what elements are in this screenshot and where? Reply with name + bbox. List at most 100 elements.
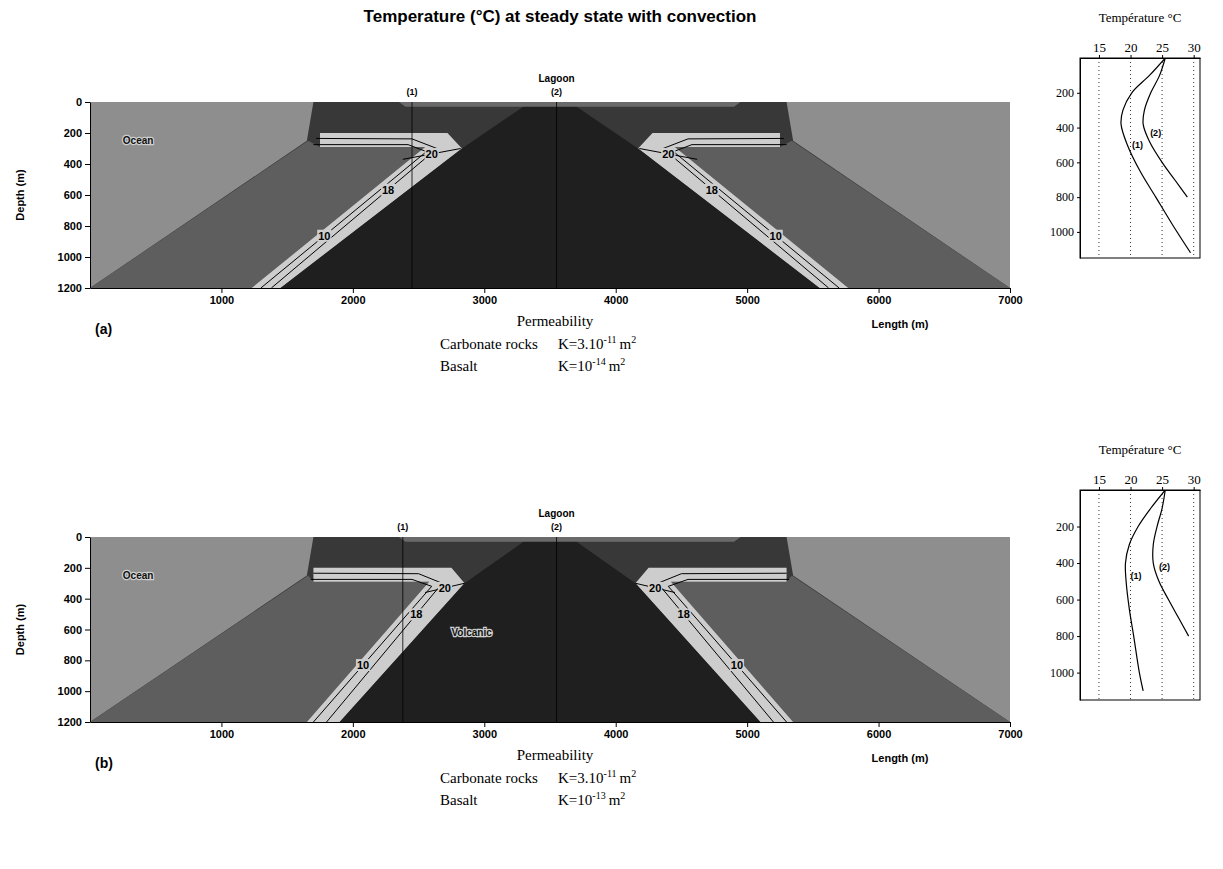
tick-label: 3000 xyxy=(473,294,497,306)
tick: 25 xyxy=(1156,40,1169,58)
isotherm-label-group: 18 xyxy=(677,608,691,620)
plot-area xyxy=(1125,490,1188,691)
tick: 2000 xyxy=(341,288,365,306)
frame xyxy=(1080,58,1200,258)
k-unit-exponent: 2 xyxy=(620,356,625,367)
tick-label: 1200 xyxy=(58,282,82,294)
permeability-value: K=3.10-11m2 xyxy=(558,768,636,786)
isotherm-label: 18 xyxy=(382,184,394,196)
isotherm-label-group: 18 xyxy=(381,184,395,196)
rock-name: Basalt xyxy=(440,358,478,374)
axis-line xyxy=(91,288,1011,289)
k-value: K=10 xyxy=(558,792,592,808)
label-patch xyxy=(425,148,439,160)
tick: 800 xyxy=(1056,190,1080,204)
tick-label: 1000 xyxy=(210,294,234,306)
tick-mark xyxy=(353,288,354,293)
tick-label: 1000 xyxy=(58,251,82,263)
axis-line xyxy=(1081,58,1201,59)
tick-label: 4000 xyxy=(604,728,628,740)
label-patch xyxy=(769,230,783,242)
profile-curve xyxy=(1153,490,1189,636)
isotherm xyxy=(403,149,461,160)
isotherm xyxy=(261,145,427,288)
tick-label: 400 xyxy=(1056,556,1074,570)
x-axis: 1000200030004000500060007000 xyxy=(91,288,1023,306)
tick: 400 xyxy=(1056,121,1080,135)
rock-name: Carbonate rocks xyxy=(440,336,538,352)
tick-mark xyxy=(747,288,748,293)
tick-label: 1000 xyxy=(1050,225,1074,239)
tick: 1000 xyxy=(1050,225,1080,239)
tick-label: 0 xyxy=(76,531,82,543)
tick: 15 xyxy=(1093,472,1106,490)
header-label: Lagoon xyxy=(539,73,575,84)
y-axis: 200 400 600 800 1000 xyxy=(1050,59,1081,259)
isotherm xyxy=(311,579,432,722)
isotherm xyxy=(313,573,442,722)
tick-mark xyxy=(85,568,90,569)
label-patch xyxy=(661,148,675,160)
profile-label: (1) xyxy=(407,87,418,97)
tick: 5000 xyxy=(735,722,759,740)
tick-label: 25 xyxy=(1156,472,1169,487)
isotherm-label: 18 xyxy=(706,184,718,196)
label-patch xyxy=(677,608,691,620)
profile-line xyxy=(412,102,413,288)
tick-label: 15 xyxy=(1093,472,1106,487)
permeability-value: K=3.10-11m2 xyxy=(558,334,636,352)
tick: 30 xyxy=(1188,472,1201,490)
plot-area xyxy=(90,537,1010,722)
plot-area xyxy=(90,102,1010,288)
tick-mark xyxy=(1077,636,1080,637)
tick: 1000 xyxy=(210,288,234,306)
y-axis-title: Depth (m) xyxy=(14,604,26,656)
isotherm xyxy=(663,138,829,288)
series-label: (1) xyxy=(1132,140,1143,150)
region xyxy=(90,102,1010,288)
isotherm xyxy=(658,573,787,722)
tick: 4000 xyxy=(604,722,628,740)
k-value: K=3.10 xyxy=(558,336,604,352)
tick-mark xyxy=(85,226,90,227)
label-patch xyxy=(648,582,662,594)
isotherm-label-group: 18 xyxy=(409,608,423,620)
k-unit-exponent: 2 xyxy=(631,768,636,779)
grid-line xyxy=(1098,58,1099,258)
k-exponent: -11 xyxy=(604,334,617,345)
tick-label: 4000 xyxy=(604,294,628,306)
k-value: K=3.10 xyxy=(558,770,604,786)
tick-mark xyxy=(85,288,90,289)
series-label: (1) xyxy=(1131,571,1142,581)
series-label: (2) xyxy=(1150,128,1161,138)
tick-mark xyxy=(747,722,748,727)
y-axis: 020040060080010001200 xyxy=(58,531,91,728)
profile-label: (2) xyxy=(551,522,562,532)
x-axis: 15202530 xyxy=(1081,40,1201,59)
tick-mark xyxy=(85,133,90,134)
region xyxy=(281,102,820,288)
tick-mark xyxy=(1077,673,1080,674)
tick: 200 xyxy=(64,127,90,139)
grid-line xyxy=(1193,58,1194,258)
tick-mark xyxy=(1077,563,1080,564)
tick: 600 xyxy=(1056,156,1080,170)
tick-label: 800 xyxy=(1056,629,1074,643)
x-axis-title: Length (m) xyxy=(872,318,929,330)
isotherm-label-group: 10 xyxy=(730,659,744,671)
region xyxy=(90,102,1010,288)
tick: 200 xyxy=(1056,86,1080,100)
tick: 400 xyxy=(64,593,90,605)
region xyxy=(90,537,1010,722)
k-unit-exponent: 2 xyxy=(631,334,636,345)
tick: 400 xyxy=(64,158,90,170)
tick-label: 600 xyxy=(1056,156,1074,170)
tick-mark xyxy=(1077,600,1080,601)
tick-mark xyxy=(1010,722,1011,727)
permeability-value: K=10-14m2 xyxy=(558,356,625,374)
series-label: (2) xyxy=(1159,562,1170,572)
tick-label: 5000 xyxy=(735,294,759,306)
tick-label: 1200 xyxy=(58,716,82,728)
tick-label: 800 xyxy=(64,220,82,232)
region xyxy=(399,537,741,542)
